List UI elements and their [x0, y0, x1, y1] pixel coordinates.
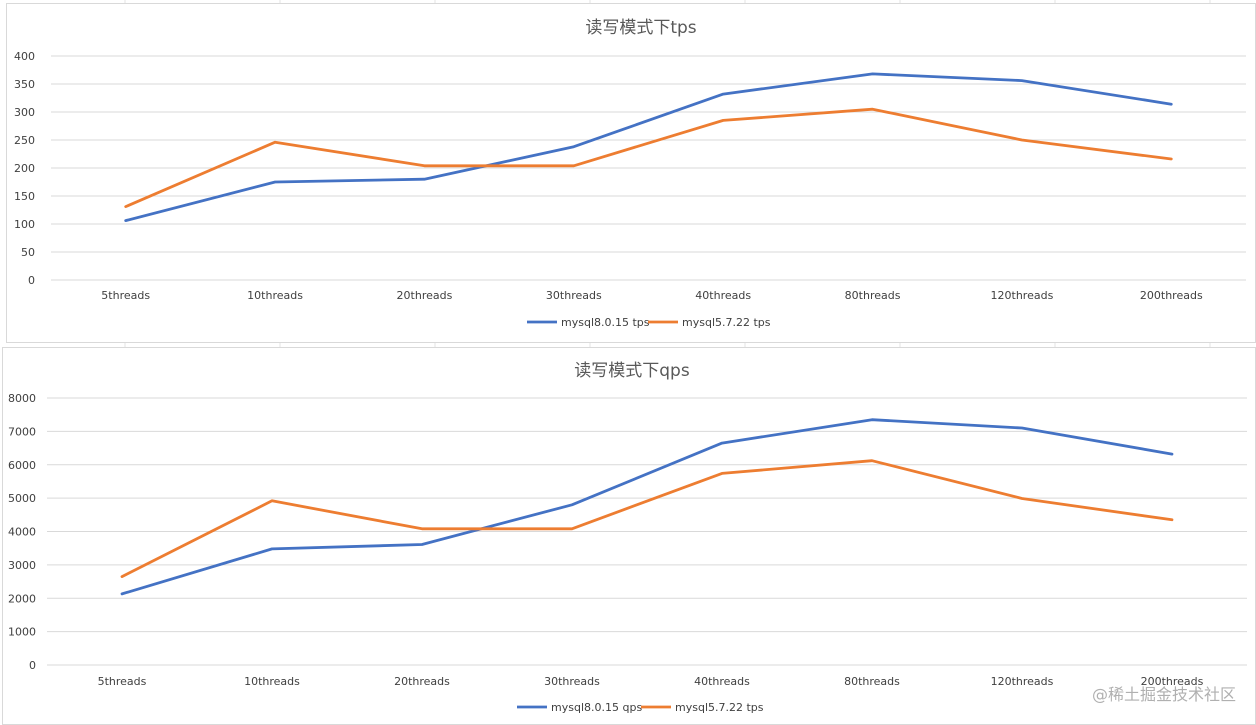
- tps-y-tick-label: 300: [14, 106, 35, 119]
- qps-y-tick-label: 5000: [8, 492, 36, 505]
- tps-y-tick-label: 50: [21, 246, 35, 259]
- qps-x-tick-label: 120threads: [991, 675, 1054, 688]
- qps-y-tick-label: 7000: [8, 425, 36, 438]
- tps-x-tick-label: 200threads: [1140, 289, 1203, 302]
- qps-y-tick-label: 0: [29, 659, 36, 672]
- qps-chart-panel[interactable]: 读写模式下qps 0 1000 2000 3000 4000 5000 6000 7000 800…: [2, 347, 1256, 725]
- watermark: @稀土掘金技术社区: [1091, 685, 1236, 704]
- qps-series-line-1[interactable]: [120, 459, 1174, 579]
- qps-y-tick-label: 1000: [8, 626, 36, 639]
- qps-x-tick-label: 5threads: [98, 675, 147, 688]
- tps-x-tick-label: 5threads: [101, 289, 150, 302]
- qps-x-tick-label: 40threads: [694, 675, 750, 688]
- qps-y-tick-label: 8000: [8, 392, 36, 405]
- tps-y-tick-label: 150: [14, 190, 35, 203]
- tps-y-tick-label: 100: [14, 218, 35, 231]
- tps-x-tick-label: 30threads: [546, 289, 602, 302]
- qps-y-tick-label: 3000: [8, 559, 36, 572]
- qps-x-tick-label: 10threads: [244, 675, 300, 688]
- tps-x-tick-label: 120threads: [991, 289, 1054, 302]
- tps-chart: 读写模式下tps 0 50 100 150 200 250 300 350 400 5threads…: [14, 18, 1246, 329]
- qps-y-tick-label: 2000: [8, 592, 36, 605]
- qps-chart-title: 读写模式下qps: [574, 361, 690, 381]
- tps-y-tick-label: 350: [14, 78, 35, 91]
- qps-series-line-0[interactable]: [120, 418, 1174, 596]
- qps-y-tick-label: 6000: [8, 459, 36, 472]
- tps-series-line-1[interactable]: [124, 107, 1173, 209]
- qps-x-tick-label: 200threads: [1141, 675, 1204, 688]
- qps-chart: 读写模式下qps 0 1000 2000 3000 4000 5000 6000 7000 800…: [8, 361, 1247, 714]
- qps-x-tick-label: 30threads: [544, 675, 600, 688]
- qps-x-tick-label: 80threads: [844, 675, 900, 688]
- tps-y-tick-label: 250: [14, 134, 35, 147]
- tps-y-tick-label: 200: [14, 162, 35, 175]
- qps-y-tick-label: 4000: [8, 526, 36, 539]
- tps-y-tick-label: 400: [14, 50, 35, 63]
- tps-y-tick-label: 0: [28, 274, 35, 287]
- tps-legend-label: mysql8.0.15 tps: [561, 316, 650, 329]
- tps-legend-label: mysql5.7.22 tps: [682, 316, 771, 329]
- tps-x-tick-label: 40threads: [695, 289, 751, 302]
- tps-chart-panel[interactable]: 读写模式下tps 0 50 100 150 200 250 300 350 400 5threads…: [6, 3, 1256, 343]
- tps-chart-title: 读写模式下tps: [585, 18, 696, 38]
- tps-x-tick-label: 80threads: [845, 289, 901, 302]
- tps-x-tick-label: 20threads: [397, 289, 453, 302]
- tps-series-line-0[interactable]: [124, 72, 1173, 223]
- qps-x-tick-label: 20threads: [394, 675, 450, 688]
- qps-legend-label: mysql8.0.15 qps: [551, 701, 642, 714]
- qps-legend-label: mysql5.7.22 tps: [675, 701, 764, 714]
- tps-x-tick-label: 10threads: [247, 289, 303, 302]
